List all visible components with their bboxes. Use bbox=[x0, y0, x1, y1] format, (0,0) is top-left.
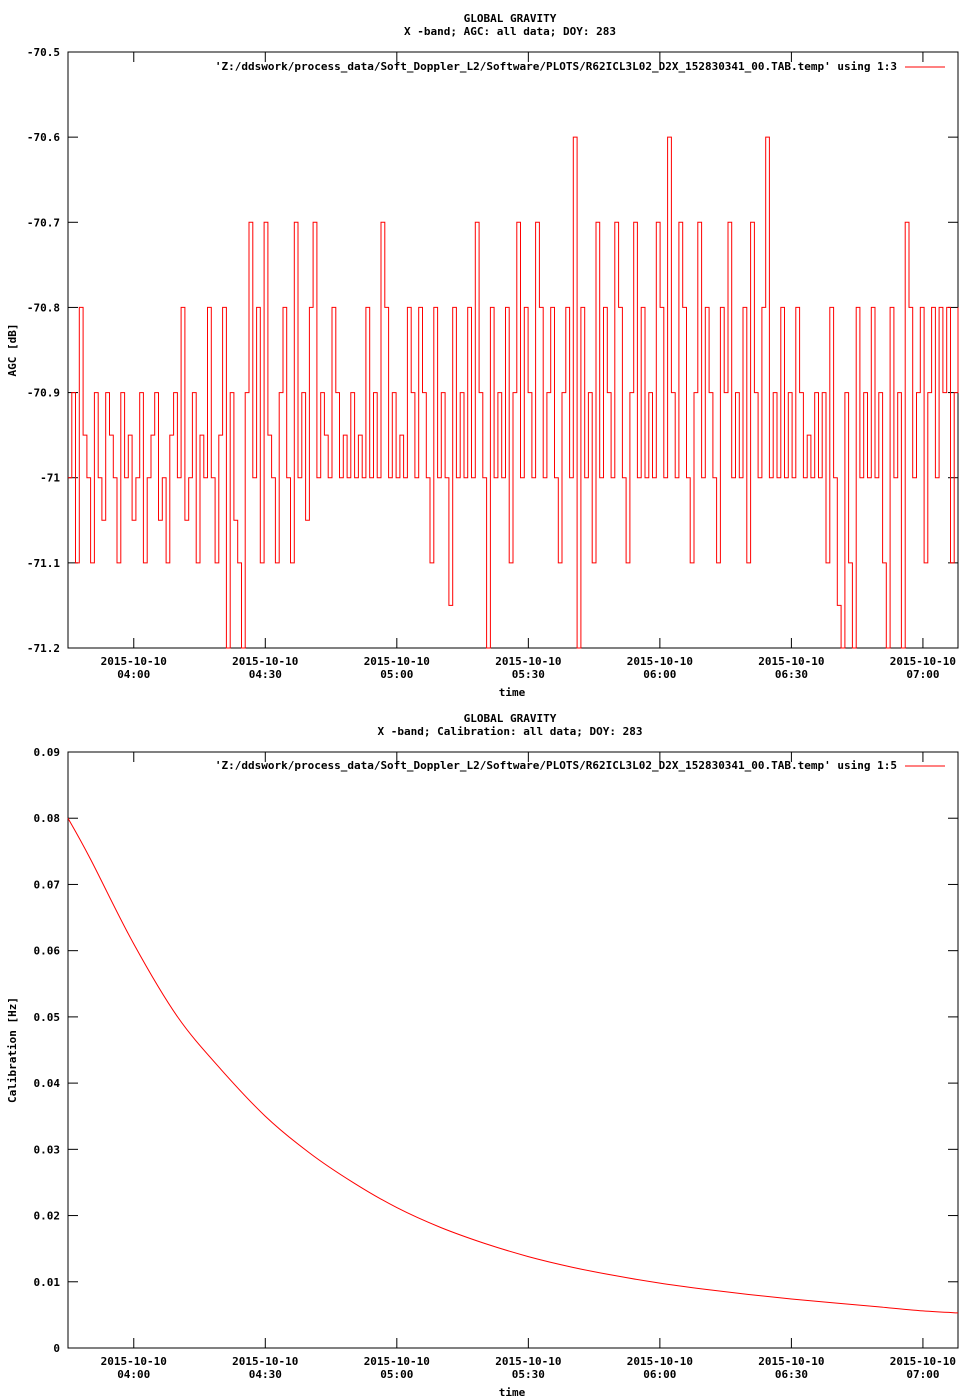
series-line bbox=[68, 136, 959, 649]
x-tick-label: 2015-10-10 bbox=[758, 1355, 824, 1368]
chart-title: GLOBAL GRAVITY bbox=[464, 712, 557, 725]
x-tick-label: 05:30 bbox=[512, 1368, 545, 1381]
plot-area bbox=[67, 51, 959, 649]
x-tick-label: 2015-10-10 bbox=[627, 655, 693, 668]
x-tick-label: 2015-10-10 bbox=[495, 1355, 561, 1368]
axis-ticks: 0 0.01 0.02 0.03 0.04 0.05 0.06 0.07 0.08 0.09 201… bbox=[34, 746, 958, 1381]
calibration-chart: GLOBAL GRAVITY X -band; Calibration: all… bbox=[6, 712, 959, 1399]
y-tick-label: -70.5 bbox=[27, 46, 60, 59]
axis-ticks: -70.5 -70.6 -70.7 -70.8 -70.9 -71 -71.1 -71.2 20… bbox=[27, 46, 958, 681]
y-tick-label: 0 bbox=[53, 1342, 60, 1355]
x-tick-label: 07:00 bbox=[906, 1368, 939, 1381]
y-tick-label: 0.02 bbox=[34, 1210, 61, 1223]
x-tick-label: 05:00 bbox=[380, 1368, 413, 1381]
x-tick-label: 2015-10-10 bbox=[758, 655, 824, 668]
y-tick-label: -70.6 bbox=[27, 131, 60, 144]
x-tick-label: 2015-10-10 bbox=[101, 655, 167, 668]
x-tick-label: 06:00 bbox=[643, 1368, 676, 1381]
y-tick-label: -71.2 bbox=[27, 642, 60, 655]
x-tick-label: 04:30 bbox=[249, 668, 282, 681]
y-tick-label: -71 bbox=[40, 472, 60, 485]
y-tick-label: 0.05 bbox=[34, 1011, 61, 1024]
x-tick-label: 2015-10-10 bbox=[495, 655, 561, 668]
x-tick-label: 2015-10-10 bbox=[232, 655, 298, 668]
y-tick-label: 0.03 bbox=[34, 1143, 61, 1156]
y-tick-label: 0.06 bbox=[34, 945, 61, 958]
agc-chart: GLOBAL GRAVITY X -band; AGC: all data; D… bbox=[6, 12, 959, 699]
y-tick-label: 0.09 bbox=[34, 746, 61, 759]
x-tick-label: 06:30 bbox=[775, 668, 808, 681]
x-tick-label: 2015-10-10 bbox=[627, 1355, 693, 1368]
y-axis-label: Calibration [Hz] bbox=[6, 997, 19, 1103]
y-tick-label: 0.01 bbox=[34, 1276, 61, 1289]
y-tick-label: -71.1 bbox=[27, 557, 60, 570]
chart-title: GLOBAL GRAVITY bbox=[464, 12, 557, 25]
y-tick-label: 0.08 bbox=[34, 812, 61, 825]
chart-subtitle: X -band; Calibration: all data; DOY: 283 bbox=[378, 725, 643, 738]
x-tick-label: 2015-10-10 bbox=[364, 655, 430, 668]
y-tick-label: -70.9 bbox=[27, 387, 60, 400]
x-tick-label: 04:00 bbox=[117, 668, 150, 681]
chart-subtitle: X -band; AGC: all data; DOY: 283 bbox=[404, 25, 616, 38]
x-tick-label: 2015-10-10 bbox=[364, 1355, 430, 1368]
x-tick-label: 05:00 bbox=[380, 668, 413, 681]
x-axis-label: time bbox=[499, 1386, 526, 1399]
x-tick-label: 04:00 bbox=[117, 1368, 150, 1381]
x-tick-label: 05:30 bbox=[512, 668, 545, 681]
legend-label: 'Z:/ddswork/process_data/Soft_Doppler_L2… bbox=[215, 60, 897, 73]
x-tick-label: 06:30 bbox=[775, 1368, 808, 1381]
plot-frame bbox=[67, 751, 959, 1349]
legend-label: 'Z:/ddswork/process_data/Soft_Doppler_L2… bbox=[215, 759, 897, 772]
x-tick-label: 06:00 bbox=[643, 668, 676, 681]
x-tick-label: 2015-10-10 bbox=[890, 655, 956, 668]
x-axis-label: time bbox=[499, 686, 526, 699]
x-tick-label: 04:30 bbox=[249, 1368, 282, 1381]
y-axis-label: AGC [dB] bbox=[6, 324, 19, 377]
y-tick-label: -70.7 bbox=[27, 216, 60, 229]
series-line bbox=[67, 817, 959, 1314]
y-tick-label: 0.07 bbox=[34, 878, 61, 891]
x-tick-label: 2015-10-10 bbox=[232, 1355, 298, 1368]
plot-area bbox=[67, 751, 959, 1349]
y-tick-label: 0.04 bbox=[34, 1077, 61, 1090]
x-tick-label: 2015-10-10 bbox=[890, 1355, 956, 1368]
x-tick-label: 2015-10-10 bbox=[101, 1355, 167, 1368]
y-tick-label: -70.8 bbox=[27, 301, 60, 314]
x-tick-label: 07:00 bbox=[906, 668, 939, 681]
